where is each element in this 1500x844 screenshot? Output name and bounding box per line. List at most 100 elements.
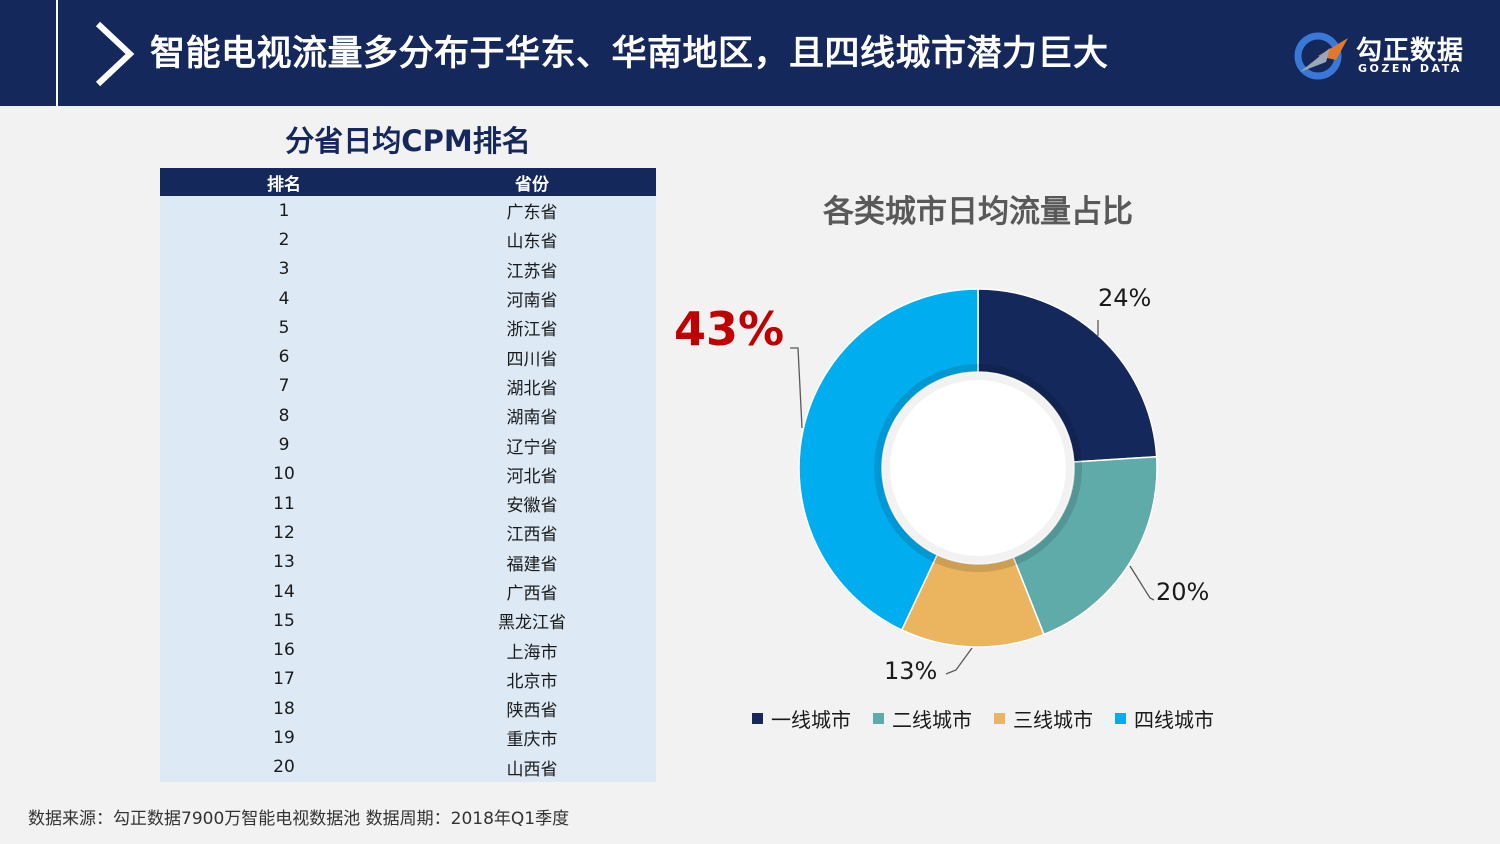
rank-cell: 7 — [160, 371, 408, 402]
table-row: 16 上海市 — [160, 635, 656, 665]
table-row: 2 山东省 — [160, 225, 656, 255]
table-header-row: 排名 省份 — [160, 168, 656, 196]
table-row: 8 湖南省 — [160, 401, 656, 431]
table-row: 3 江苏省 — [160, 254, 656, 284]
company-logo: 勾正数据 GOZEN DATA — [1290, 26, 1490, 86]
province-cell: 浙江省 — [408, 313, 656, 343]
table-row: 6 四川省 — [160, 342, 656, 372]
rank-cell: 13 — [160, 547, 408, 577]
rank-cell: 4 — [160, 283, 408, 314]
province-cell: 山西省 — [408, 752, 656, 782]
province-cell: 河北省 — [408, 459, 656, 489]
legend-swatch — [994, 712, 1005, 724]
table-row: 12 江西省 — [160, 518, 656, 548]
table-row: 5 浙江省 — [160, 313, 656, 343]
data-label: 20% — [1156, 578, 1209, 606]
column-header-rank: 排名 — [160, 168, 408, 196]
logo-mark-icon — [1294, 32, 1348, 80]
table-row: 17 北京市 — [160, 664, 656, 695]
donut-inner-shadow — [874, 364, 1082, 572]
province-cell: 河南省 — [408, 283, 656, 314]
rank-cell: 2 — [160, 225, 408, 255]
slice-二线城市 — [1012, 455, 1158, 636]
page-title: 智能电视流量多分布于华东、华南地区，且四线城市潜力巨大 — [150, 34, 1109, 74]
leader-line — [1129, 565, 1155, 601]
rank-cell: 6 — [160, 342, 408, 372]
table-row: 7 湖北省 — [160, 371, 656, 402]
province-cell: 福建省 — [408, 547, 656, 577]
legend-label: 一线城市 — [771, 707, 851, 732]
rank-cell: 16 — [160, 635, 408, 665]
legend-swatch — [873, 712, 884, 724]
table-row: 10 河北省 — [160, 459, 656, 489]
logo-text-en: GOZEN DATA — [1358, 62, 1462, 75]
logo-text-cn: 勾正数据 — [1356, 36, 1465, 66]
province-cell: 广西省 — [408, 576, 656, 607]
rank-cell: 1 — [160, 196, 408, 226]
province-cell: 江西省 — [408, 518, 656, 548]
legend-label: 三线城市 — [1013, 707, 1093, 732]
table-row: 15 黑龙江省 — [160, 606, 656, 636]
province-ranking-table: 排名 省份 1 广东省 2 山东省 3 江苏省 4 河南省 5 浙江省 6 四川省 7 湖北省 8 湖南省 9 辽… — [160, 168, 656, 782]
leader-line — [945, 647, 973, 675]
legend-item: 四线城市 — [1115, 704, 1214, 733]
rank-cell: 17 — [160, 664, 408, 695]
data-label: 43% — [674, 302, 784, 356]
source-note: 数据来源：勾正数据7900万智能电视数据池 数据周期：2018年Q1季度 — [28, 809, 570, 829]
legend-swatch — [1115, 712, 1126, 724]
donut-chart: 24% 20% 13% 43% — [674, 284, 1209, 685]
chart-title: 各类城市日均流量占比 — [823, 194, 1133, 230]
rank-cell: 14 — [160, 576, 408, 607]
rank-cell: 3 — [160, 254, 408, 284]
data-label: 24% — [1098, 284, 1151, 312]
rank-cell: 12 — [160, 518, 408, 548]
province-cell: 山东省 — [408, 225, 656, 255]
slice-一线城市 — [977, 288, 1158, 463]
table-row: 20 山西省 — [160, 752, 656, 782]
chevron-right-icon — [95, 21, 135, 87]
province-cell: 安徽省 — [408, 488, 656, 519]
table-title: 分省日均CPM排名 — [285, 124, 531, 158]
legend-item: 一线城市 — [752, 704, 851, 733]
rank-cell: 11 — [160, 488, 408, 519]
donut-hole — [890, 380, 1066, 556]
rank-cell: 10 — [160, 459, 408, 489]
table-row: 18 陕西省 — [160, 694, 656, 724]
header-bar: 智能电视流量多分布于华东、华南地区，且四线城市潜力巨大 勾正数据 GOZEN D… — [0, 0, 1500, 106]
table-row: 11 安徽省 — [160, 488, 656, 519]
rank-cell: 15 — [160, 606, 408, 636]
legend-label: 二线城市 — [892, 707, 972, 732]
table-body: 1 广东省 2 山东省 3 江苏省 4 河南省 5 浙江省 6 四川省 7 湖北省 8 湖南省 9 辽宁省 10 河北… — [160, 196, 656, 782]
table-row: 1 广东省 — [160, 196, 656, 226]
legend-item: 二线城市 — [873, 704, 972, 733]
slice-四线城市 — [798, 288, 979, 631]
province-cell: 江苏省 — [408, 254, 656, 284]
table-row: 19 重庆市 — [160, 723, 656, 753]
province-cell: 上海市 — [408, 635, 656, 665]
legend-swatch — [752, 712, 763, 724]
rank-cell: 8 — [160, 401, 408, 431]
province-cell: 黑龙江省 — [408, 606, 656, 636]
chart-legend: 一线城市 二线城市 三线城市 四线城市 — [752, 702, 1214, 734]
table-row: 14 广西省 — [160, 576, 656, 607]
province-cell: 湖南省 — [408, 401, 656, 431]
rank-cell: 18 — [160, 694, 408, 724]
province-cell: 重庆市 — [408, 723, 656, 753]
table-row: 9 辽宁省 — [160, 430, 656, 460]
legend-item: 三线城市 — [994, 704, 1093, 733]
province-cell: 四川省 — [408, 342, 656, 372]
rank-cell: 5 — [160, 313, 408, 343]
province-cell: 陕西省 — [408, 694, 656, 724]
rank-cell: 19 — [160, 723, 408, 753]
table-row: 4 河南省 — [160, 283, 656, 314]
table-row: 13 福建省 — [160, 547, 656, 577]
leader-line — [790, 347, 803, 429]
province-cell: 辽宁省 — [408, 430, 656, 460]
rank-cell: 20 — [160, 752, 408, 782]
data-label: 13% — [884, 657, 937, 685]
legend-label: 四线城市 — [1134, 707, 1214, 732]
province-cell: 湖北省 — [408, 371, 656, 402]
province-cell: 北京市 — [408, 664, 656, 695]
column-header-province: 省份 — [408, 168, 656, 196]
rank-cell: 9 — [160, 430, 408, 460]
